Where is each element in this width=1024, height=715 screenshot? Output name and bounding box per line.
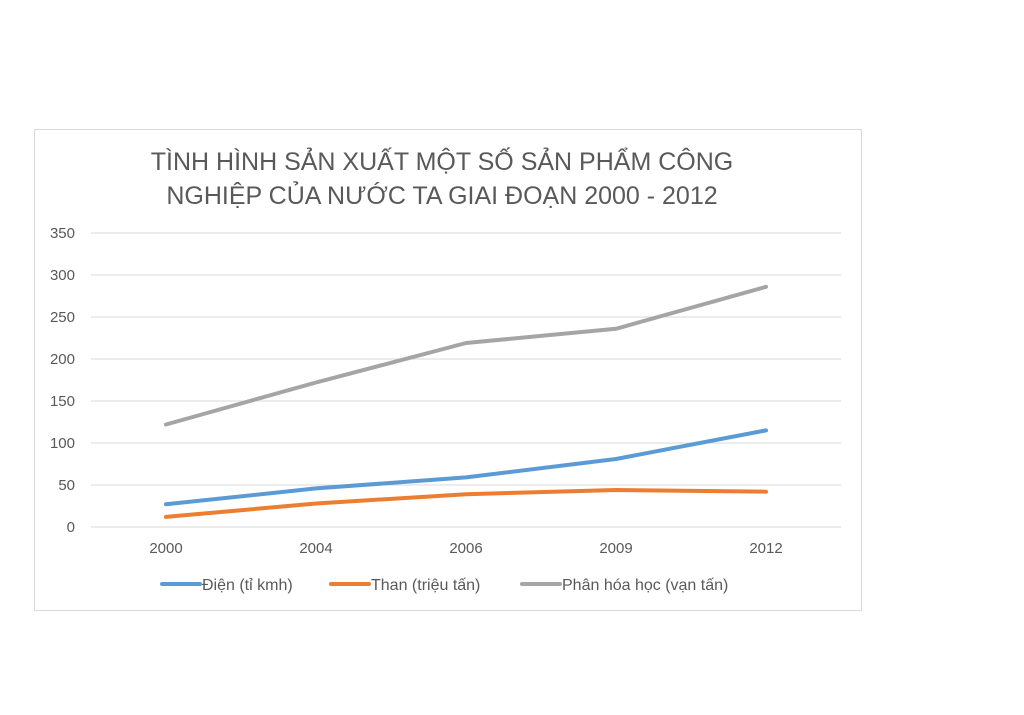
chart-title-line-2: NGHIỆP CỦA NƯỚC TA GIAI ĐOẠN 2000 - 2012 — [166, 180, 717, 210]
x-tick-label: 2012 — [749, 540, 782, 557]
x-axis-ticks: 2000 2004 2006 2009 2012 — [149, 540, 782, 557]
chart-title-line-1: TÌNH HÌNH SẢN XUẤT MỘT SỐ SẢN PHẨM CÔNG — [151, 146, 733, 176]
series-lines — [164, 284, 768, 519]
y-tick-label: 300 — [50, 267, 75, 284]
y-tick-label: 250 — [50, 309, 75, 326]
y-tick-label: 0 — [67, 519, 75, 536]
x-tick-label: 2009 — [599, 540, 632, 557]
x-tick-label: 2006 — [449, 540, 482, 557]
x-tick-label: 2004 — [299, 540, 332, 557]
line-chart: TÌNH HÌNH SẢN XUẤT MỘT SỐ SẢN PHẨM CÔNG … — [50, 146, 841, 594]
chart-area: TÌNH HÌNH SẢN XUẤT MỘT SỐ SẢN PHẨM CÔNG … — [34, 129, 862, 611]
legend-label-2: Than (triệu tấn) — [371, 577, 480, 594]
gridlines — [91, 232, 841, 528]
y-tick-label: 150 — [50, 393, 75, 410]
legend-label-1: Điện (tỉ kmh) — [202, 577, 293, 594]
legend-label-3: Phân hóa học (vạn tấn) — [562, 577, 728, 594]
series-line-1 — [164, 428, 768, 507]
y-tick-label: 50 — [58, 477, 75, 494]
legend: Điện (tỉ kmh) Than (triệu tấn) Phân hóa họ… — [160, 577, 728, 594]
y-tick-label: 100 — [50, 435, 75, 452]
series-line-2 — [164, 488, 768, 519]
y-tick-label: 200 — [50, 351, 75, 368]
x-tick-label: 2000 — [149, 540, 182, 557]
y-tick-label: 350 — [50, 225, 75, 242]
y-axis-ticks: 0 50 100 150 200 250 300 350 — [50, 225, 75, 536]
series-line-3 — [164, 284, 768, 427]
